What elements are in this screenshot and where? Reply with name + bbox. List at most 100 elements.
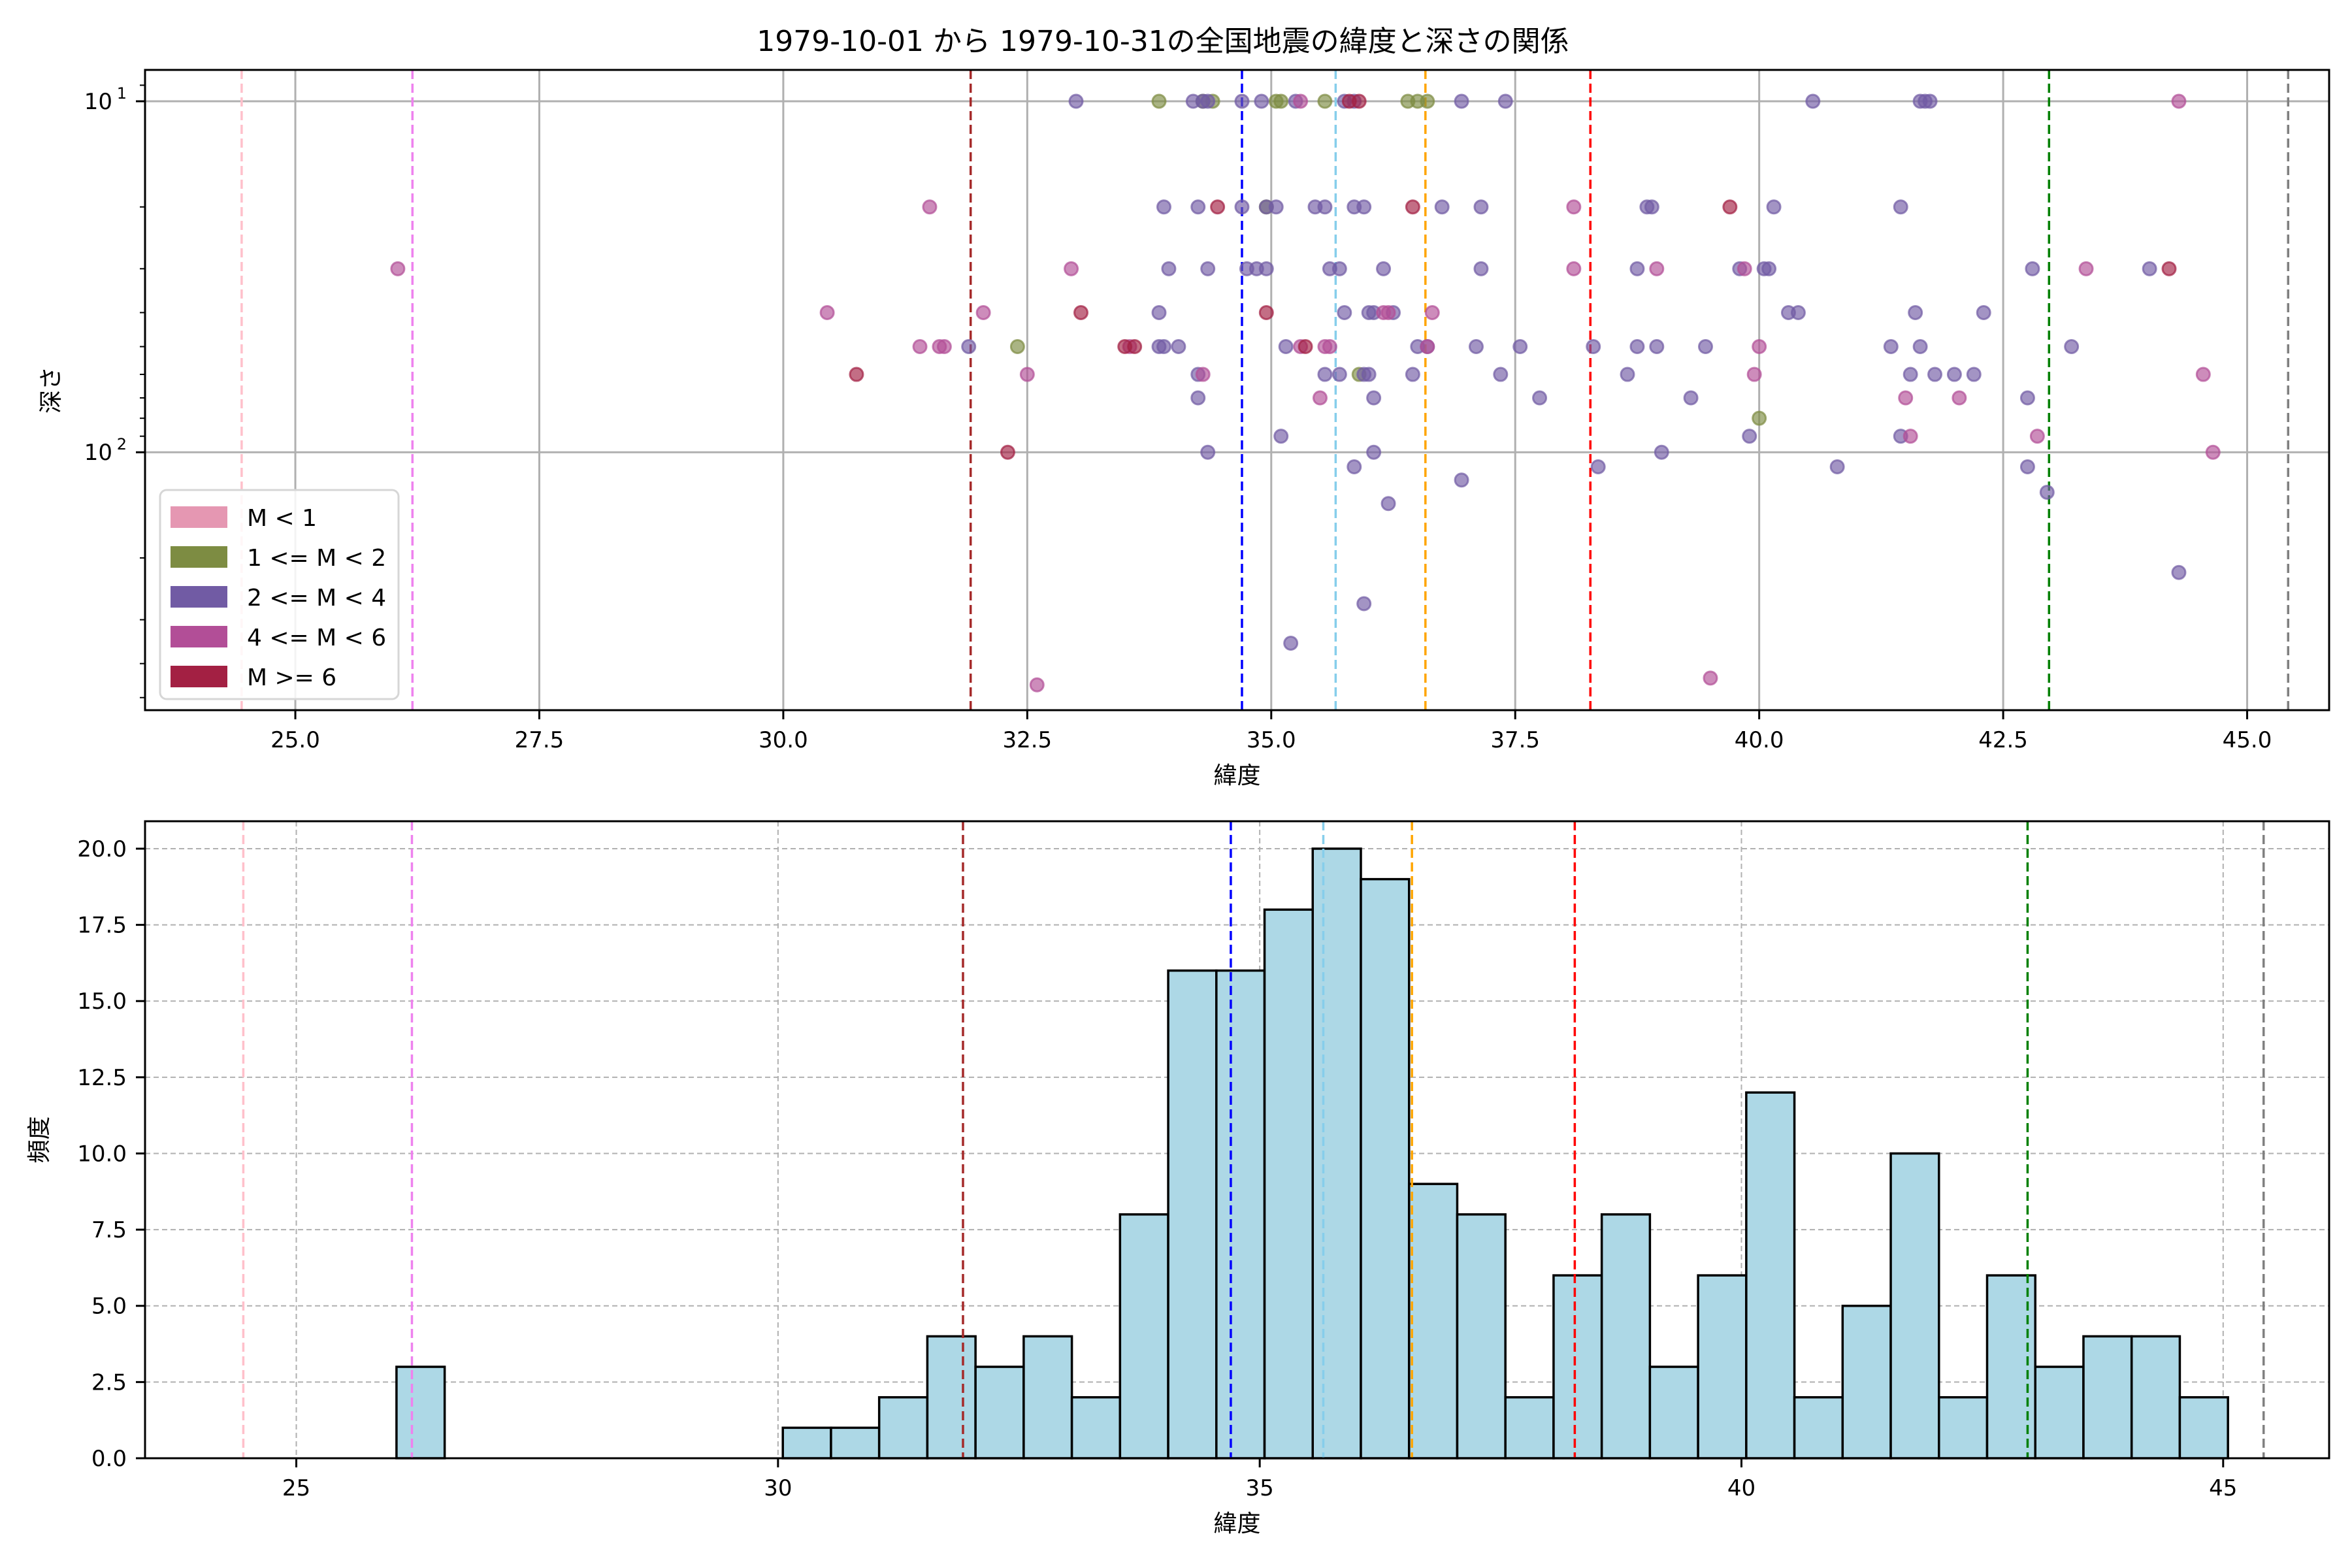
scatter-point bbox=[1966, 367, 1982, 382]
histogram-bar bbox=[1360, 877, 1411, 1460]
scatter-point bbox=[1151, 93, 1167, 109]
legend-item: M < 1 bbox=[171, 505, 317, 532]
histogram-bar bbox=[2082, 1335, 2133, 1460]
scatter-point bbox=[1317, 367, 1333, 382]
histogram-bar bbox=[1552, 1274, 1603, 1460]
scatter-point bbox=[1912, 339, 1928, 355]
legend-label: M < 1 bbox=[247, 505, 317, 532]
scatter-point bbox=[1766, 199, 1782, 215]
scatter-point bbox=[1064, 261, 1079, 276]
y-tick-label: 10 bbox=[84, 440, 112, 466]
scatter-point bbox=[1722, 199, 1738, 215]
scatter-point bbox=[2019, 459, 2035, 474]
figure-title: 1979-10-01 から 1979-10-31の全国地震の緯度と深さの関係 bbox=[757, 25, 1569, 58]
scatter-point bbox=[1234, 93, 1250, 109]
scatter-panel: 25.0 27.5 30.0 32.5 35.0 37.5 40.0 42.5 45.0 10 1… bbox=[38, 69, 2330, 789]
scatter-point bbox=[961, 339, 977, 355]
histogram-bar bbox=[1648, 1365, 1699, 1460]
histogram-axes-frame bbox=[144, 820, 2330, 1460]
scatter-y-axis-label: 深さ bbox=[38, 367, 65, 414]
scatter-point bbox=[1590, 459, 1606, 474]
scatter-point bbox=[1190, 390, 1206, 406]
histogram-bar bbox=[1504, 1396, 1555, 1460]
scatter-point bbox=[1190, 199, 1206, 215]
y-tick-label: 7.5 bbox=[91, 1217, 127, 1243]
scatter-point bbox=[1903, 429, 1918, 444]
histogram-bar bbox=[1938, 1396, 1989, 1460]
scatter-point bbox=[1331, 261, 1347, 276]
scatter-point bbox=[975, 304, 991, 320]
histogram-bar bbox=[1841, 1304, 1892, 1460]
histogram-bar bbox=[1311, 847, 1362, 1460]
scatter-point bbox=[1380, 304, 1396, 320]
histogram-y-ticks: 0.0 2.5 5.0 7.5 10.0 12.5 15.0 17.5 20.0 bbox=[77, 836, 145, 1472]
scatter-axes-frame bbox=[144, 69, 2330, 711]
scatter-point bbox=[2205, 444, 2221, 460]
scatter-point bbox=[1927, 367, 1943, 382]
scatter-point bbox=[1752, 410, 1767, 426]
scatter-point bbox=[1703, 670, 1718, 686]
histogram-bar bbox=[974, 1365, 1025, 1460]
scatter-point bbox=[1654, 444, 1669, 460]
scatter-point bbox=[1331, 367, 1347, 382]
scatter-point bbox=[2161, 261, 2177, 276]
histogram-bar bbox=[2034, 1365, 2085, 1460]
x-tick-label: 25 bbox=[282, 1475, 310, 1501]
histogram-y-axis-label: 頻度 bbox=[26, 1116, 53, 1163]
scatter-point bbox=[1293, 93, 1309, 109]
histogram-bar bbox=[781, 1426, 832, 1460]
scatter-point bbox=[2025, 261, 2040, 276]
scatter-point bbox=[1737, 261, 1752, 276]
scatter-point bbox=[1258, 304, 1274, 320]
scatter-point bbox=[1473, 261, 1489, 276]
x-tick-label: 35.0 bbox=[1247, 727, 1296, 753]
scatter-point bbox=[1009, 339, 1025, 355]
histogram-bar bbox=[1889, 1152, 1940, 1460]
scatter-point bbox=[1312, 390, 1328, 406]
histogram-bar bbox=[1263, 908, 1315, 1460]
y-tick-exponent: 1 bbox=[117, 84, 127, 103]
scatter-point bbox=[1752, 339, 1767, 355]
histogram-bar bbox=[1407, 1183, 1459, 1460]
histogram-bar bbox=[1745, 1091, 1796, 1460]
x-tick-label: 40 bbox=[1727, 1475, 1756, 1501]
y-tick-label: 10 bbox=[84, 89, 112, 115]
scatter-point bbox=[1493, 367, 1509, 382]
scatter-point bbox=[1171, 339, 1186, 355]
histogram-bar bbox=[1456, 1213, 1507, 1460]
scatter-point bbox=[1366, 390, 1382, 406]
x-tick-label: 27.5 bbox=[515, 727, 564, 753]
legend-label: 4 <= M < 6 bbox=[247, 625, 386, 651]
scatter-point bbox=[1029, 677, 1045, 693]
scatter-point bbox=[1000, 444, 1015, 460]
scatter-point bbox=[1468, 339, 1484, 355]
legend-item: M >= 6 bbox=[171, 664, 336, 691]
x-tick-label: 45.0 bbox=[2223, 727, 2272, 753]
y-tick-label: 10.0 bbox=[77, 1141, 127, 1167]
scatter-point bbox=[1273, 429, 1289, 444]
scatter-point bbox=[2039, 484, 2055, 500]
scatter-point bbox=[1366, 444, 1382, 460]
scatter-point bbox=[1644, 199, 1659, 215]
scatter-point bbox=[390, 261, 406, 276]
scatter-point bbox=[1073, 304, 1089, 320]
histogram-x-axis-label: 緯度 bbox=[1213, 1511, 1260, 1537]
scatter-point bbox=[1898, 390, 1914, 406]
legend-label: M >= 6 bbox=[247, 664, 336, 691]
scatter-point bbox=[1234, 199, 1250, 215]
scatter-point bbox=[1317, 93, 1333, 109]
legend-swatch bbox=[171, 666, 227, 687]
scatter-point bbox=[1405, 367, 1420, 382]
x-tick-label: 42.5 bbox=[1978, 727, 2028, 753]
histogram-bar bbox=[1697, 1274, 1748, 1460]
scatter-point bbox=[1473, 199, 1489, 215]
histogram-bar bbox=[2178, 1396, 2229, 1460]
scatter-point bbox=[1620, 367, 1635, 382]
scatter-point bbox=[1566, 199, 1582, 215]
scatter-point bbox=[1380, 496, 1396, 512]
scatter-point bbox=[1761, 261, 1777, 276]
x-tick-label: 37.5 bbox=[1490, 727, 1540, 753]
scatter-point bbox=[1278, 339, 1294, 355]
x-tick-label: 32.5 bbox=[1002, 727, 1052, 753]
